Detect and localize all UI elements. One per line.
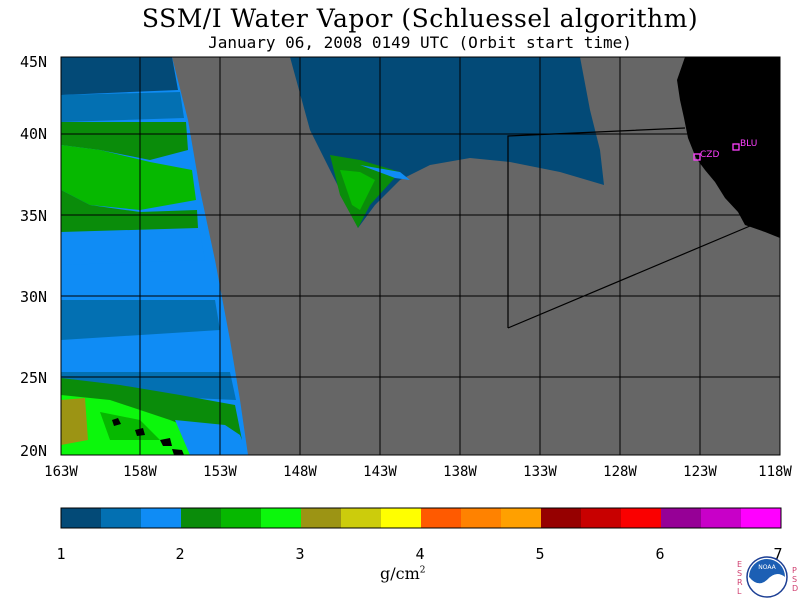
lon-label: 128W bbox=[603, 464, 637, 480]
lat-label: 45N bbox=[20, 53, 48, 71]
colorbar-border bbox=[60, 507, 782, 529]
colorbar-swatch bbox=[181, 508, 221, 528]
colorbar-tick: 5 bbox=[535, 545, 545, 563]
graticule bbox=[61, 57, 780, 455]
colorbar-swatch bbox=[501, 508, 541, 528]
lon-label: 133W bbox=[523, 464, 557, 480]
station-marker bbox=[693, 153, 701, 161]
colorbar-tick: 6 bbox=[655, 545, 665, 563]
lon-label: 123W bbox=[683, 464, 717, 480]
colorbar-swatch bbox=[581, 508, 621, 528]
colorbar-swatch bbox=[301, 508, 341, 528]
colorbar-swatch bbox=[261, 508, 301, 528]
lon-label: 163W bbox=[44, 464, 78, 480]
map-title: SSM/I Water Vapor (Schluessel algorithm) bbox=[141, 4, 699, 33]
lon-label: 158W bbox=[123, 464, 157, 480]
hawaii-island bbox=[172, 449, 184, 455]
colorbar-swatch bbox=[141, 508, 181, 528]
colorbar-swatch bbox=[461, 508, 501, 528]
colorbar-tick: 4 bbox=[415, 545, 425, 563]
colorbar bbox=[60, 507, 782, 529]
colorbar-swatch bbox=[61, 508, 101, 528]
colorbar-swatch bbox=[221, 508, 261, 528]
colorbar-tick: 7 bbox=[773, 545, 783, 563]
map-subtitle: January 06, 2008 0149 UTC (Orbit start t… bbox=[208, 33, 632, 52]
colorbar-swatch bbox=[741, 508, 781, 528]
noaa-logo: NOAA bbox=[746, 556, 788, 598]
lat-label: 35N bbox=[20, 207, 48, 225]
colorbar-swatch bbox=[341, 508, 381, 528]
hawaii-island bbox=[112, 418, 121, 426]
lon-label: 148W bbox=[283, 464, 317, 480]
colorbar-tick: 1 bbox=[56, 545, 66, 563]
station-marker bbox=[732, 143, 740, 151]
lat-label: 40N bbox=[20, 125, 48, 143]
colorbar-swatch bbox=[661, 508, 701, 528]
lon-label: 153W bbox=[203, 464, 237, 480]
station-label-blu: BLU bbox=[740, 139, 757, 149]
svg-text:NOAA: NOAA bbox=[758, 564, 776, 571]
lat-label: 20N bbox=[20, 442, 48, 460]
colorbar-swatch bbox=[381, 508, 421, 528]
land-west-coast bbox=[677, 57, 780, 238]
lat-label: 25N bbox=[20, 369, 48, 387]
colorbar-swatch bbox=[101, 508, 141, 528]
colorbar-units: g/cm2 bbox=[380, 564, 426, 583]
colorbar-tick: 2 bbox=[175, 545, 185, 563]
colorbar-swatch bbox=[621, 508, 661, 528]
station-label-czd: CZD bbox=[700, 150, 719, 160]
lat-label: 30N bbox=[20, 288, 48, 306]
hawaii-island bbox=[160, 438, 172, 446]
lon-label: 138W bbox=[443, 464, 477, 480]
colorbar-tick: 3 bbox=[295, 545, 305, 563]
domain-outline bbox=[507, 127, 686, 328]
colorbar-swatch bbox=[541, 508, 581, 528]
colorbar-swatch bbox=[421, 508, 461, 528]
colorbar-swatch bbox=[701, 508, 741, 528]
lon-label: 118W bbox=[758, 464, 792, 480]
lon-label: 143W bbox=[363, 464, 397, 480]
